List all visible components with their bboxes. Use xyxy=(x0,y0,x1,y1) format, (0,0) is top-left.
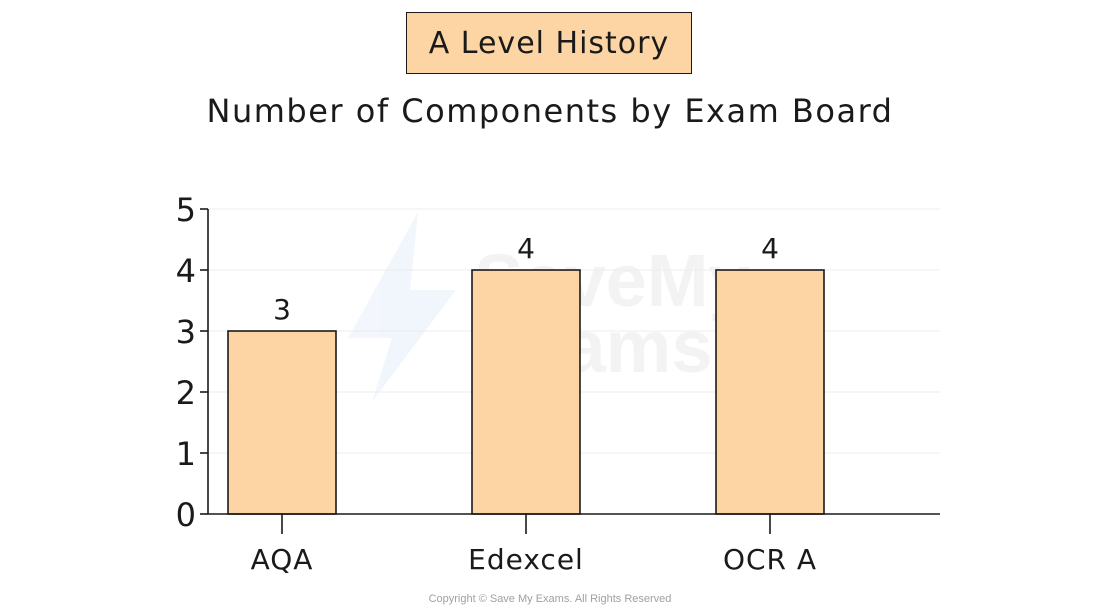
labels: 0 1 2 3 4 5 3 AQA 4 Edexcel 4 OCR A xyxy=(176,191,817,576)
x-tick-label: OCR A xyxy=(723,543,817,576)
y-tick-label: 4 xyxy=(176,252,196,290)
chart-title: Number of Components by Exam Board xyxy=(206,92,894,130)
y-tick-label: 3 xyxy=(176,313,196,351)
chart-supertitle-box: A Level History xyxy=(406,12,692,74)
lightning-bolt-icon xyxy=(348,212,456,402)
y-tick-label: 1 xyxy=(176,435,196,473)
x-tick-label: Edexcel xyxy=(468,543,584,576)
y-tick-label: 0 xyxy=(176,496,196,534)
data-label: 3 xyxy=(273,293,291,326)
bar-ocr-a xyxy=(715,269,825,515)
bars xyxy=(227,269,825,515)
axes xyxy=(200,208,940,534)
x-tick-label: AQA xyxy=(251,543,314,576)
bar-edexcel xyxy=(471,269,581,515)
data-label: 4 xyxy=(761,232,779,265)
bar-aqa xyxy=(227,330,337,515)
data-label: 4 xyxy=(517,232,535,265)
copyright-notice: Copyright © Save My Exams. All Rights Re… xyxy=(428,593,672,605)
y-tick-label: 2 xyxy=(176,374,196,412)
y-tick-label: 5 xyxy=(176,191,196,229)
chart-supertitle: A Level History xyxy=(428,25,670,61)
